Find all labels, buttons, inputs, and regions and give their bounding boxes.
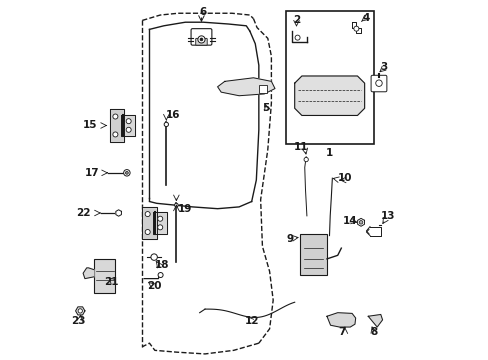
Circle shape bbox=[126, 127, 131, 132]
FancyBboxPatch shape bbox=[370, 75, 386, 92]
Text: 5: 5 bbox=[262, 103, 269, 113]
Circle shape bbox=[158, 273, 163, 278]
FancyBboxPatch shape bbox=[195, 39, 207, 45]
Text: 18: 18 bbox=[155, 260, 169, 270]
Text: 15: 15 bbox=[82, 121, 97, 130]
Text: 11: 11 bbox=[293, 141, 307, 152]
Circle shape bbox=[294, 35, 300, 40]
Circle shape bbox=[158, 225, 163, 230]
Text: 13: 13 bbox=[380, 211, 394, 221]
Circle shape bbox=[125, 171, 128, 174]
Text: 12: 12 bbox=[244, 316, 258, 326]
Polygon shape bbox=[326, 313, 355, 327]
Circle shape bbox=[353, 26, 358, 31]
Text: 17: 17 bbox=[84, 168, 99, 178]
Text: 21: 21 bbox=[104, 277, 119, 287]
Text: 19: 19 bbox=[177, 204, 191, 214]
Circle shape bbox=[164, 122, 168, 127]
Polygon shape bbox=[121, 115, 135, 136]
Circle shape bbox=[145, 229, 150, 234]
Polygon shape bbox=[294, 76, 364, 116]
Circle shape bbox=[375, 80, 382, 86]
Polygon shape bbox=[217, 78, 274, 96]
Circle shape bbox=[78, 309, 82, 313]
Circle shape bbox=[200, 38, 203, 41]
Text: 6: 6 bbox=[199, 7, 206, 17]
Circle shape bbox=[145, 212, 150, 217]
Circle shape bbox=[359, 221, 362, 224]
Circle shape bbox=[113, 114, 118, 119]
Circle shape bbox=[123, 170, 130, 176]
Text: 23: 23 bbox=[71, 316, 85, 326]
Polygon shape bbox=[116, 210, 121, 216]
Circle shape bbox=[126, 119, 131, 124]
Text: 14: 14 bbox=[342, 216, 357, 226]
Text: 7: 7 bbox=[338, 327, 346, 337]
Text: 9: 9 bbox=[286, 234, 293, 244]
Circle shape bbox=[198, 36, 204, 43]
Text: 3: 3 bbox=[380, 62, 387, 72]
Circle shape bbox=[151, 254, 157, 260]
Circle shape bbox=[158, 216, 163, 221]
Polygon shape bbox=[367, 315, 382, 327]
Polygon shape bbox=[83, 268, 94, 279]
Text: 2: 2 bbox=[292, 15, 300, 26]
Circle shape bbox=[174, 203, 178, 207]
Text: 10: 10 bbox=[337, 173, 351, 183]
Text: 16: 16 bbox=[166, 111, 181, 121]
Polygon shape bbox=[76, 307, 85, 315]
Text: 1: 1 bbox=[325, 148, 333, 158]
Circle shape bbox=[113, 132, 118, 137]
Polygon shape bbox=[110, 109, 124, 141]
Circle shape bbox=[304, 157, 308, 162]
Polygon shape bbox=[153, 212, 167, 234]
Bar bbox=[300, 234, 326, 275]
Bar bbox=[285, 12, 373, 144]
Polygon shape bbox=[351, 22, 360, 33]
Polygon shape bbox=[357, 219, 364, 226]
Polygon shape bbox=[142, 207, 156, 239]
Text: 4: 4 bbox=[361, 13, 368, 23]
FancyBboxPatch shape bbox=[191, 29, 211, 45]
Bar bbox=[94, 259, 115, 293]
Text: 20: 20 bbox=[147, 281, 162, 291]
Text: 22: 22 bbox=[76, 208, 90, 218]
Bar bbox=[258, 85, 266, 93]
Text: 8: 8 bbox=[369, 327, 376, 337]
